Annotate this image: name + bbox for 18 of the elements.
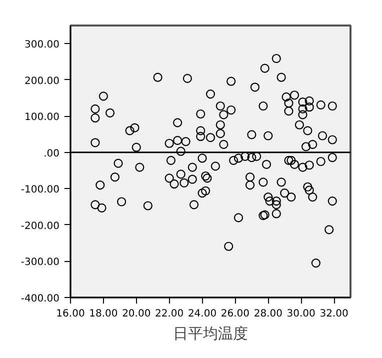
y-tick-label: 200.00 (24, 76, 60, 87)
x-tick-label: 20.00 (122, 308, 151, 320)
x-tick-label: 16.00 (56, 308, 85, 320)
x-axis-title: 日平均温度 (173, 324, 248, 342)
x-tick-label: 24.00 (188, 308, 217, 320)
y-tick-label: .00 (44, 148, 60, 160)
x-tick-label: 22.00 (155, 308, 184, 320)
y-tick-label: -300.00 (20, 257, 60, 268)
y-tick-label: 300.00 (24, 40, 60, 51)
y-tick-label: 100.00 (24, 112, 60, 124)
y-tick-label: -100.00 (20, 184, 60, 196)
x-tick-label: 26.00 (220, 308, 250, 320)
y-tick-label: -200.00 (20, 220, 60, 232)
x-tick-label: 32.00 (320, 308, 348, 320)
x-tick-label: 28.00 (254, 308, 282, 320)
x-tick-label: 30.00 (286, 308, 316, 320)
y-tick-label: -400.00 (20, 294, 60, 304)
x-tick-label: 18.00 (89, 308, 118, 320)
